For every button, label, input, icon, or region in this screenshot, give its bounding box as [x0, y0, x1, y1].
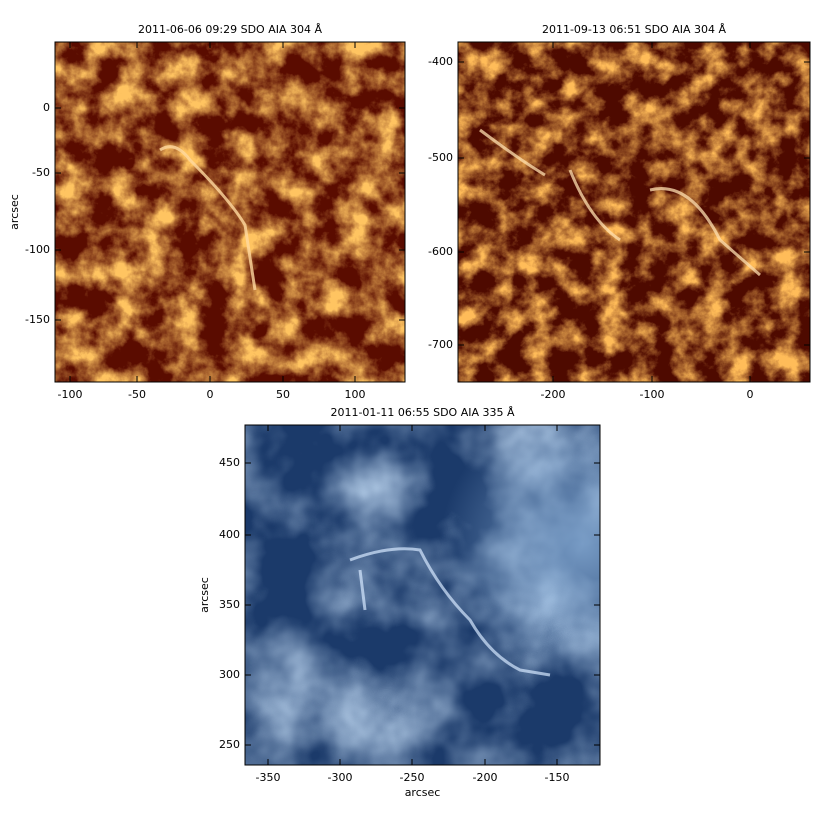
- y-tick-label: -400: [428, 55, 453, 68]
- x-tick-label: -200: [473, 771, 498, 784]
- y-tick-label: -700: [428, 338, 453, 351]
- x-tick-label: -50: [128, 388, 146, 401]
- y-axis-label: arcsec: [8, 194, 21, 230]
- x-tick-label: -250: [400, 771, 425, 784]
- x-tick-label: -200: [541, 388, 566, 401]
- frame: [244, 424, 601, 766]
- panel-title: 2011-06-06 09:29 SDO AIA 304 Å: [138, 23, 323, 36]
- frame: [54, 41, 406, 383]
- panel-title: 2011-09-13 06:51 SDO AIA 304 Å: [542, 23, 727, 36]
- frame: [457, 41, 811, 383]
- panel-title: 2011-01-11 06:55 SDO AIA 335 Å: [330, 406, 515, 419]
- image-335: [245, 425, 600, 765]
- image-304-b: [458, 42, 810, 382]
- x-tick-label: 100: [345, 388, 366, 401]
- y-tick-label: -50: [32, 166, 50, 179]
- y-tick-label: 0: [43, 101, 50, 114]
- x-tick-label: 50: [276, 388, 290, 401]
- y-tick-label: -500: [428, 151, 453, 164]
- y-tick-label: -100: [25, 243, 50, 256]
- x-axis-label: arcsec: [405, 786, 441, 799]
- y-axis-label: arcsec: [198, 577, 211, 613]
- y-tick-label: -150: [25, 313, 50, 326]
- x-tick-label: -350: [256, 771, 281, 784]
- y-tick-label: -600: [428, 245, 453, 258]
- x-tick-label: -300: [328, 771, 353, 784]
- y-tick-label: 400: [219, 528, 240, 541]
- x-tick-label: 0: [747, 388, 754, 401]
- y-tick-label: 300: [219, 668, 240, 681]
- x-tick-label: 0: [207, 388, 214, 401]
- x-tick-label: -150: [545, 771, 570, 784]
- x-tick-label: -100: [58, 388, 83, 401]
- y-tick-label: 450: [219, 456, 240, 469]
- x-tick-label: -100: [640, 388, 665, 401]
- image-304-a: [55, 42, 405, 382]
- y-tick-label: 250: [219, 738, 240, 751]
- y-tick-label: 350: [219, 598, 240, 611]
